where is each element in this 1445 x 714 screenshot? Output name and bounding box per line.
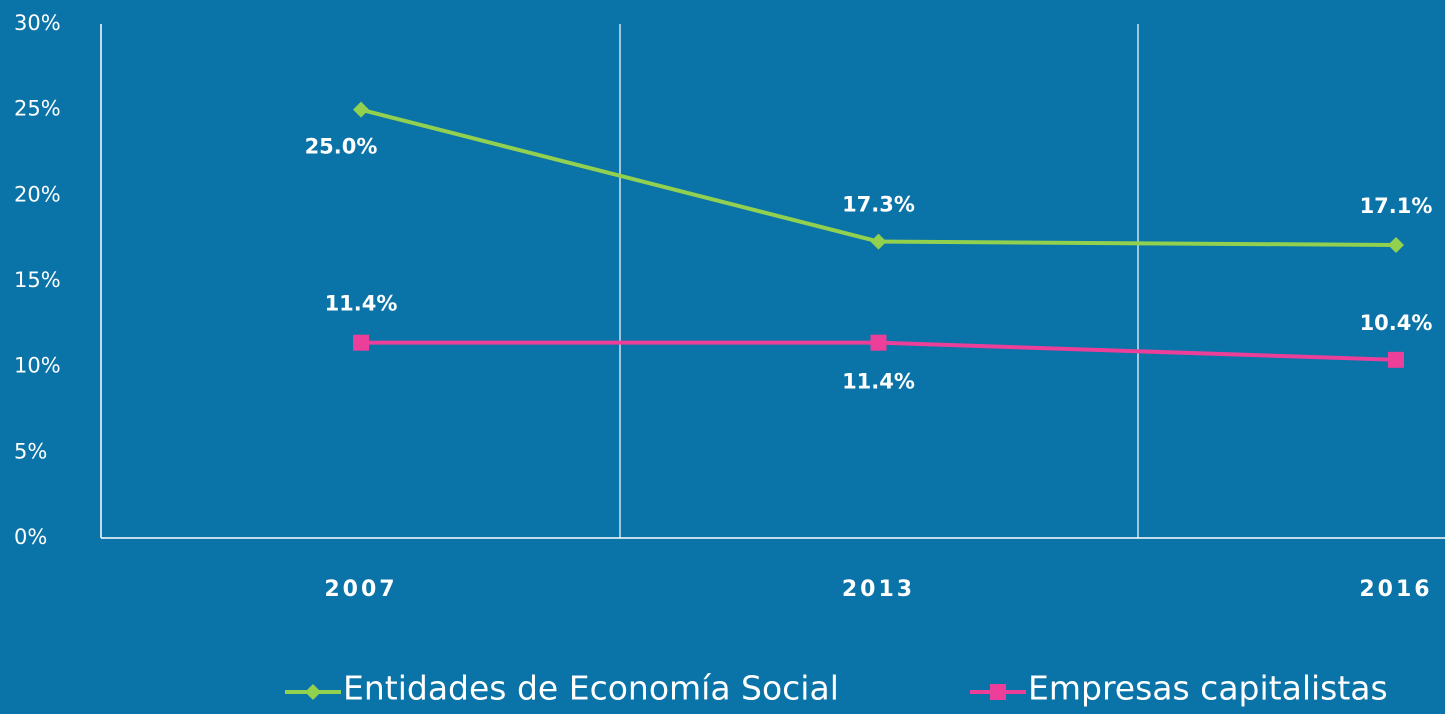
- marker: [870, 233, 887, 250]
- data-label: 11.4%: [842, 370, 915, 394]
- y-tick-label: 15%: [14, 268, 61, 292]
- marker: [353, 101, 369, 118]
- x-tick-label: 2007: [324, 577, 397, 602]
- y-tick-label: 0%: [14, 525, 47, 549]
- data-label: 11.4%: [325, 292, 398, 316]
- line: [360, 107, 1397, 248]
- marker: [990, 684, 1006, 700]
- y-tick-label: 25%: [14, 97, 61, 121]
- x-tick-label: 2013: [842, 577, 915, 602]
- legend-label: Entidades de Economía Social: [343, 669, 839, 708]
- x-tick-label: 2016: [1359, 577, 1432, 602]
- y-tick-label: 5%: [14, 439, 47, 463]
- data-label: 10.4%: [1360, 311, 1433, 335]
- marker: [1388, 351, 1404, 368]
- data-label: 17.3%: [842, 193, 915, 217]
- marker: [353, 334, 369, 351]
- data-label: 25.0%: [305, 135, 378, 159]
- y-tick-label: 30%: [14, 11, 61, 35]
- y-tick-label: 20%: [14, 182, 61, 206]
- y-tick-label: 10%: [14, 354, 61, 378]
- marker: [870, 334, 887, 351]
- marker: [305, 684, 321, 700]
- marker: [1388, 237, 1404, 254]
- legend-label: Empresas capitalistas: [1028, 669, 1388, 708]
- data-label: 17.1%: [1360, 194, 1433, 218]
